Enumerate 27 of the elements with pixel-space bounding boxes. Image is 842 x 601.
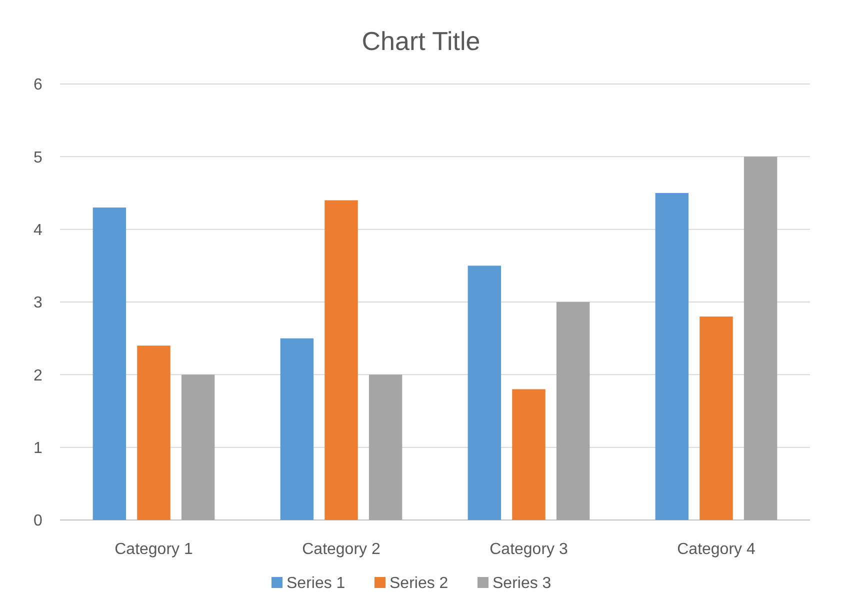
bar <box>655 193 689 520</box>
x-tick-label: Category 1 <box>114 541 193 558</box>
y-tick-label: 2 <box>34 367 43 384</box>
y-tick-label: 0 <box>34 512 43 530</box>
x-tick-label: Category 3 <box>490 541 568 558</box>
bar <box>512 389 546 520</box>
x-tick-label: Category 4 <box>677 541 756 558</box>
bar <box>744 156 778 520</box>
chart-title: Chart Title <box>362 26 480 56</box>
y-tick-label: 5 <box>34 149 43 166</box>
y-tick-label: 1 <box>34 440 43 457</box>
legend-label: Series 2 <box>390 575 448 592</box>
y-tick-label: 6 <box>34 76 43 94</box>
legend-label: Series 1 <box>286 575 346 592</box>
x-tick-label: Category 2 <box>302 541 380 558</box>
bar <box>92 208 126 520</box>
legend-label: Series 3 <box>492 575 552 592</box>
y-tick-label: 4 <box>34 222 43 239</box>
bar <box>468 266 502 520</box>
bar <box>556 302 590 520</box>
bar <box>137 346 170 520</box>
bar <box>280 338 314 520</box>
bar <box>324 200 358 520</box>
bar <box>700 316 733 520</box>
y-tick-label: 3 <box>34 294 43 312</box>
bar <box>368 374 402 520</box>
bar <box>181 374 215 520</box>
